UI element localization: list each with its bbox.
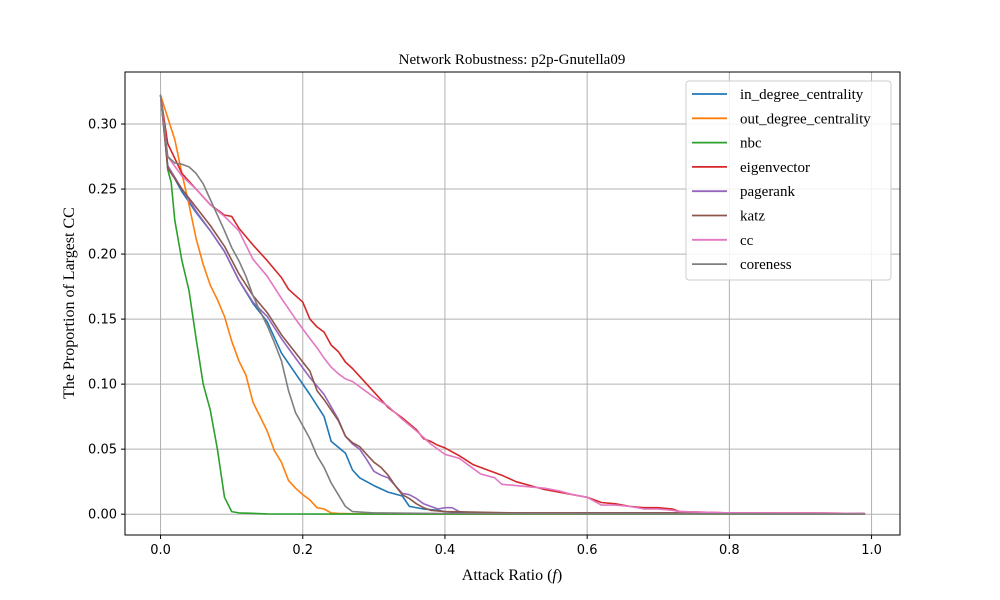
- x-tick-label: 0.8: [719, 543, 740, 558]
- y-tick-label: 0.30: [88, 118, 117, 133]
- legend-label-nbc: nbc: [740, 136, 762, 152]
- x-tick-label: 0.0: [150, 543, 171, 558]
- x-axis-label-text: Attack Ratio (: [462, 567, 553, 584]
- series-lines: [159, 94, 866, 515]
- series-line-nbc: [159, 94, 866, 515]
- plot-frame: [124, 71, 901, 536]
- legend: in_degree_centrality out_degree_centralit…: [685, 80, 892, 281]
- y-tick-label: 0.05: [88, 443, 117, 458]
- x-tick-label: 0.6: [577, 543, 598, 558]
- x-tick-label: 0.2: [292, 543, 313, 558]
- x-tick-label: 0.4: [435, 543, 456, 558]
- x-axis-label-variable: f: [552, 567, 559, 584]
- legend-label-cc: cc: [740, 233, 754, 249]
- x-tick-label: 1.0: [861, 543, 882, 558]
- legend-label-in-degree-centrality: in_degree_centrality: [740, 87, 864, 103]
- y-tick-label: 0.20: [88, 248, 117, 263]
- series-line-eigenvector: [159, 94, 866, 515]
- y-tick-label: 0.15: [88, 313, 117, 328]
- series-line-cc: [159, 94, 866, 515]
- y-tick-label: 0.00: [88, 508, 117, 523]
- legend-box: [685, 80, 892, 281]
- y-tick-label: 0.25: [88, 183, 117, 198]
- axis-ticks: 0.0 0.2 0.4 0.6 0.8 1.0 0.00 0.05 0.10 0.15 0.20 0.…: [88, 118, 882, 558]
- y-tick-label: 0.10: [88, 378, 117, 393]
- series-line-katz: [159, 94, 866, 515]
- legend-label-out-degree-centrality: out_degree_centrality: [740, 111, 871, 127]
- x-axis-label-close: ): [557, 567, 562, 584]
- chart-title: Network Robustness: p2p-Gnutella09: [399, 52, 626, 68]
- legend-label-eigenvector: eigenvector: [740, 160, 810, 176]
- legend-label-pagerank: pagerank: [740, 184, 795, 200]
- legend-label-katz: katz: [740, 209, 765, 225]
- x-axis-label: Attack Ratio (f): [462, 567, 562, 584]
- y-axis-label: The Proportion of Largest CC: [61, 207, 78, 399]
- legend-label-coreness: coreness: [740, 257, 792, 273]
- series-line-coreness: [159, 94, 866, 515]
- series-line-pagerank: [159, 94, 866, 515]
